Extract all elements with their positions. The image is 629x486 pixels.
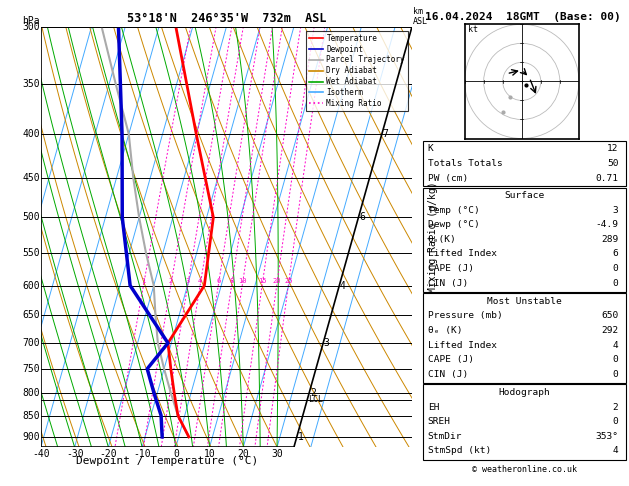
Text: 4: 4 <box>613 341 618 349</box>
Text: 25: 25 <box>284 278 292 284</box>
Text: 50: 50 <box>607 159 618 168</box>
Text: 30: 30 <box>271 449 283 459</box>
Text: PW (cm): PW (cm) <box>428 174 468 183</box>
Text: θₑ(K): θₑ(K) <box>428 235 457 244</box>
Text: 20: 20 <box>272 278 281 284</box>
Text: 500: 500 <box>22 212 40 223</box>
Text: EH: EH <box>428 402 439 412</box>
Text: Pressure (mb): Pressure (mb) <box>428 312 503 320</box>
Text: 400: 400 <box>22 129 40 139</box>
Text: 6: 6 <box>613 249 618 259</box>
Text: 800: 800 <box>22 388 40 398</box>
Text: 450: 450 <box>22 173 40 183</box>
Text: 7: 7 <box>382 129 388 139</box>
Text: 353°: 353° <box>595 432 618 441</box>
Text: Lifted Index: Lifted Index <box>428 341 497 349</box>
Text: 600: 600 <box>22 280 40 291</box>
Text: 0: 0 <box>613 417 618 426</box>
Text: 53°18'N  246°35'W  732m  ASL: 53°18'N 246°35'W 732m ASL <box>126 12 326 25</box>
Text: 12: 12 <box>607 144 618 154</box>
Text: 16.04.2024  18GMT  (Base: 00): 16.04.2024 18GMT (Base: 00) <box>425 12 621 22</box>
Text: 10: 10 <box>204 449 216 459</box>
Text: StmSpd (kt): StmSpd (kt) <box>428 446 491 455</box>
Text: 3: 3 <box>186 278 190 284</box>
Text: kt: kt <box>469 25 479 34</box>
Text: 0.71: 0.71 <box>595 174 618 183</box>
Text: 650: 650 <box>601 312 618 320</box>
Text: CIN (J): CIN (J) <box>428 278 468 288</box>
Text: Lifted Index: Lifted Index <box>428 249 497 259</box>
Text: -4.9: -4.9 <box>595 220 618 229</box>
Text: Hodograph: Hodograph <box>498 388 550 397</box>
Text: StmDir: StmDir <box>428 432 462 441</box>
Text: 900: 900 <box>22 432 40 442</box>
Legend: Temperature, Dewpoint, Parcel Trajectory, Dry Adiabat, Wet Adiabat, Isotherm, Mi: Temperature, Dewpoint, Parcel Trajectory… <box>306 31 408 111</box>
Text: 4: 4 <box>613 446 618 455</box>
Text: 6: 6 <box>359 212 365 223</box>
Text: -40: -40 <box>32 449 50 459</box>
Text: 20: 20 <box>237 449 249 459</box>
Text: LCL: LCL <box>308 395 323 404</box>
Text: 10: 10 <box>238 278 247 284</box>
Text: 850: 850 <box>22 411 40 420</box>
Text: CIN (J): CIN (J) <box>428 370 468 379</box>
Text: 8: 8 <box>230 278 234 284</box>
Text: 292: 292 <box>601 326 618 335</box>
Text: 0: 0 <box>173 449 179 459</box>
Text: 550: 550 <box>22 248 40 258</box>
Text: 2: 2 <box>613 402 618 412</box>
Text: -20: -20 <box>99 449 117 459</box>
Text: -30: -30 <box>66 449 84 459</box>
Text: 0: 0 <box>613 264 618 273</box>
Text: 3: 3 <box>613 206 618 215</box>
Text: 1: 1 <box>298 432 303 442</box>
Text: 0: 0 <box>613 370 618 379</box>
Text: 3: 3 <box>324 338 330 348</box>
Text: 0: 0 <box>613 355 618 364</box>
Text: km
ASL: km ASL <box>413 7 428 26</box>
Text: Dewp (°C): Dewp (°C) <box>428 220 479 229</box>
Text: 2: 2 <box>310 388 316 398</box>
Text: 650: 650 <box>22 311 40 320</box>
Text: θₑ (K): θₑ (K) <box>428 326 462 335</box>
Text: 289: 289 <box>601 235 618 244</box>
Text: K: K <box>428 144 433 154</box>
Text: 350: 350 <box>22 79 40 89</box>
Text: CAPE (J): CAPE (J) <box>428 264 474 273</box>
Text: Temp (°C): Temp (°C) <box>428 206 479 215</box>
Text: 0: 0 <box>613 278 618 288</box>
Text: 6: 6 <box>216 278 221 284</box>
Text: 750: 750 <box>22 364 40 374</box>
Text: Dewpoint / Temperature (°C): Dewpoint / Temperature (°C) <box>76 456 259 467</box>
Text: 2: 2 <box>169 278 173 284</box>
Text: CAPE (J): CAPE (J) <box>428 355 474 364</box>
Text: Mixing Ratio (g/kg): Mixing Ratio (g/kg) <box>428 181 438 293</box>
Text: © weatheronline.co.uk: © weatheronline.co.uk <box>472 466 577 474</box>
Text: -10: -10 <box>133 449 151 459</box>
Text: 300: 300 <box>22 22 40 32</box>
Text: 4: 4 <box>198 278 203 284</box>
Text: 1: 1 <box>142 278 146 284</box>
Text: 4: 4 <box>340 280 346 291</box>
Text: 700: 700 <box>22 338 40 348</box>
Text: Most Unstable: Most Unstable <box>487 297 562 306</box>
Text: SREH: SREH <box>428 417 451 426</box>
Text: Surface: Surface <box>504 191 544 200</box>
Text: Totals Totals: Totals Totals <box>428 159 503 168</box>
Text: 15: 15 <box>258 278 267 284</box>
Text: hPa: hPa <box>22 16 40 26</box>
